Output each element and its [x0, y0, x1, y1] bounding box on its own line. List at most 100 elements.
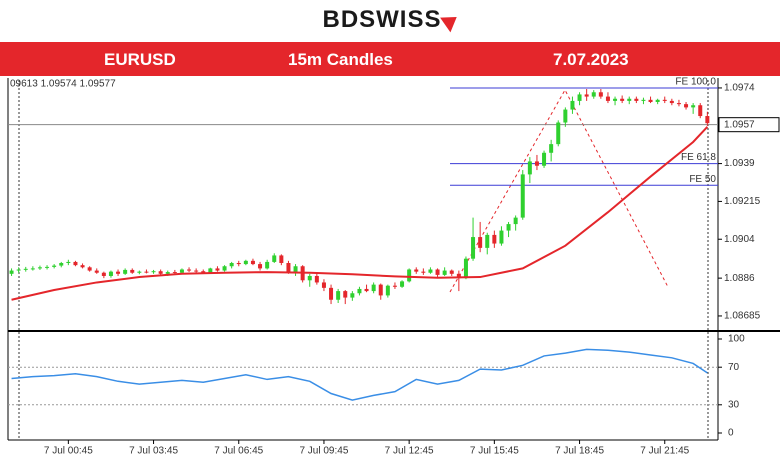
candle-body [414, 269, 418, 271]
candle-body [109, 272, 113, 276]
candle-body [17, 269, 21, 270]
candle-body [428, 269, 432, 272]
candle-body [230, 263, 234, 266]
candle-body [144, 272, 148, 273]
candle-body [421, 272, 425, 273]
y-tick-label: 1.09215 [724, 196, 761, 207]
candle-body [73, 262, 77, 265]
fib-expansion-path [450, 90, 668, 292]
candle-body [365, 289, 369, 291]
candle-body [485, 235, 489, 248]
candle-body [393, 286, 397, 287]
candle-body [492, 235, 496, 244]
candle-body [677, 103, 681, 104]
y-tick-label: 1.08685 [724, 311, 761, 322]
candle-body [514, 218, 518, 224]
candle-body [705, 116, 709, 123]
candle-body [663, 100, 667, 101]
candle-body [592, 92, 596, 96]
y-tick-label: 70 [728, 362, 740, 373]
candle-body [641, 100, 645, 101]
fib-label: FE 100.0 [675, 77, 716, 88]
candle-body [223, 266, 227, 270]
candle-body [130, 270, 134, 273]
candle-body [372, 285, 376, 291]
candle-body [322, 282, 326, 287]
fib-label: FE 61.8 [681, 152, 716, 163]
candle-body [272, 255, 276, 261]
candle-body [570, 101, 574, 110]
candle-body [265, 262, 269, 268]
x-tick-label: 7 Jul 15:45 [470, 446, 519, 457]
candle-body [521, 174, 525, 217]
x-tick-label: 7 Jul 12:45 [385, 446, 434, 457]
candle-body [443, 271, 447, 275]
candle-body [294, 266, 298, 271]
candle-body [45, 267, 49, 268]
candle-body [471, 237, 475, 259]
candle-body [215, 268, 219, 270]
candle-body [258, 264, 262, 268]
candle-body [578, 94, 582, 100]
candle-body [52, 266, 56, 267]
candle-body [379, 285, 383, 296]
candle-body [407, 269, 411, 281]
candle-body [343, 291, 347, 297]
candle-body [159, 271, 163, 274]
candle-body [315, 276, 319, 282]
x-tick-label: 7 Jul 21:45 [640, 446, 689, 457]
candle-body [336, 291, 340, 300]
candle-body [499, 231, 503, 244]
candle-body [670, 101, 674, 103]
candle-body [38, 267, 42, 268]
candle-body [123, 270, 127, 274]
candle-body [244, 261, 248, 264]
candle-body [436, 269, 440, 274]
candle-body [357, 289, 361, 293]
candle-body [279, 255, 283, 263]
candle-body [194, 271, 198, 272]
candle-body [66, 262, 70, 263]
y-tick-label: 30 [728, 399, 740, 410]
candle-body [535, 161, 539, 165]
candle-body [698, 105, 702, 116]
candle-body [627, 99, 631, 101]
candle-body [386, 286, 390, 296]
y-tick-label: 1.0886 [724, 273, 755, 284]
candle-body [528, 161, 532, 174]
candle-body [450, 271, 454, 274]
candle-body [542, 153, 546, 166]
candle-body [308, 276, 312, 280]
y-tick-label: 1.0939 [724, 158, 755, 169]
candle-body [507, 224, 511, 230]
candle-body [599, 92, 603, 96]
candle-body [166, 272, 170, 274]
candle-body [350, 293, 354, 297]
candle-body [237, 263, 241, 264]
candle-body [549, 144, 553, 153]
y-tick-label: 100 [728, 334, 745, 345]
candle-body [464, 259, 468, 278]
candle-body [31, 268, 35, 269]
candle-body [251, 261, 255, 264]
candle-body [116, 272, 120, 274]
x-tick-label: 7 Jul 18:45 [555, 446, 604, 457]
candle-body [606, 97, 610, 101]
candle-body [152, 271, 156, 272]
y-tick-label: 1.0904 [724, 234, 755, 245]
candle-body [585, 94, 589, 96]
candle-body [684, 104, 688, 107]
ohlc-text: 09613 1.09574 1.09577 [10, 79, 116, 90]
candle-body [556, 123, 560, 145]
candle-body [634, 99, 638, 101]
x-tick-label: 7 Jul 09:45 [299, 446, 348, 457]
candle-body [563, 110, 567, 123]
y-tick-label: 0 [728, 428, 734, 439]
candle-body [187, 269, 191, 270]
candle-body [81, 265, 85, 267]
last-price-label: 1.0957 [724, 119, 755, 130]
candle-body [329, 288, 333, 300]
candle-body [286, 263, 290, 272]
candle-body [95, 271, 99, 273]
